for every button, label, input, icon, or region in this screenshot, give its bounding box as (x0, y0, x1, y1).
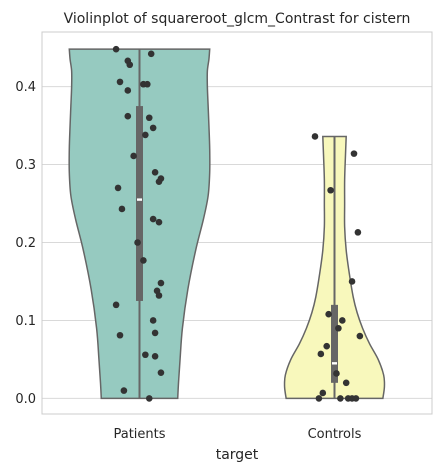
data-point (147, 50, 155, 58)
data-point (124, 87, 132, 94)
data-point (151, 353, 159, 360)
data-point (112, 45, 120, 53)
data-point (319, 389, 327, 397)
data-point (142, 131, 149, 139)
data-point (126, 61, 134, 69)
data-point (116, 331, 124, 339)
data-point (118, 205, 126, 213)
data-point (350, 150, 358, 157)
data-point (325, 310, 332, 318)
data-point (348, 278, 356, 285)
data-point (333, 370, 340, 377)
x-tick-labels: Patients Controls (113, 427, 361, 442)
data-point (155, 292, 163, 299)
data-point (315, 395, 323, 402)
data-point (323, 342, 331, 350)
data-point (352, 395, 360, 402)
data-point (339, 317, 346, 324)
data-point (157, 369, 165, 376)
chart-title: Violinplot of squareroot_glcm_Contrast f… (64, 11, 411, 27)
data-point (149, 215, 157, 223)
data-point (120, 387, 128, 394)
strip-points (112, 45, 364, 402)
data-point (142, 351, 149, 359)
data-point (140, 257, 147, 264)
data-point (311, 133, 319, 140)
data-point (342, 379, 350, 387)
x-tick-label: Controls (308, 427, 362, 442)
data-point (157, 279, 165, 287)
y-tick-label: 0.4 (15, 80, 36, 95)
data-point (356, 332, 364, 340)
plot-frame (41, 31, 433, 415)
data-point (145, 395, 153, 402)
data-point (144, 80, 151, 88)
data-point (317, 350, 325, 358)
data-point (155, 218, 163, 226)
data-point (124, 112, 132, 120)
median-marker-controls (332, 362, 337, 365)
data-point (130, 152, 137, 160)
iqr-box-controls (331, 304, 338, 383)
data-point (327, 186, 334, 194)
data-point (145, 114, 153, 122)
data-point (114, 184, 122, 192)
median-marker-patients (137, 198, 142, 201)
x-axis-label: target (216, 447, 259, 463)
iqr-box-patients (136, 106, 143, 301)
data-point (149, 317, 157, 324)
data-point (337, 395, 344, 402)
inner-boxes (136, 49, 338, 399)
data-point (134, 239, 141, 246)
data-point (112, 301, 120, 309)
data-point (155, 178, 163, 185)
y-tick-label: 0.1 (15, 314, 36, 329)
y-tick-labels: 0.0 0.1 0.2 0.3 0.4 (15, 80, 36, 407)
data-point (151, 169, 159, 176)
data-point (149, 124, 157, 132)
data-point (354, 229, 362, 236)
y-tick-label: 0.3 (15, 158, 36, 173)
data-point (151, 329, 159, 337)
data-point (116, 78, 124, 86)
x-tick-label: Patients (113, 427, 165, 442)
y-tick-label: 0.2 (15, 236, 36, 251)
y-tick-label: 0.0 (15, 392, 36, 407)
data-point (335, 324, 342, 332)
